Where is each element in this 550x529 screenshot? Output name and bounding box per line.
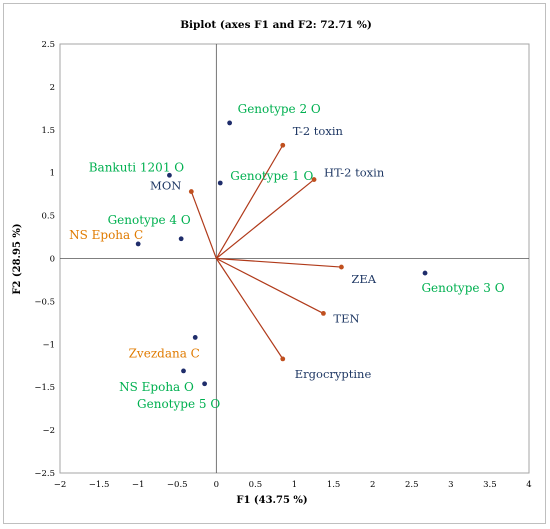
x-tick-label: −1.5 xyxy=(89,480,110,490)
observation-label: Zvezdana C xyxy=(129,346,200,360)
y-tick-label: −1.5 xyxy=(34,383,55,393)
y-tick-label: 1 xyxy=(50,169,55,179)
y-tick-label: −0.5 xyxy=(34,297,55,307)
variable-point xyxy=(321,311,326,316)
observation-label: NS Epoha O xyxy=(119,380,194,394)
variable-point xyxy=(280,356,286,362)
observation-label: Bankuti 1201 O xyxy=(89,160,185,174)
variable-vector xyxy=(216,257,342,268)
variable-point xyxy=(311,177,317,182)
observation-point xyxy=(227,120,233,126)
y-tick-label: 1.5 xyxy=(41,126,55,136)
x-tick-label: 2.5 xyxy=(405,480,419,490)
x-tick-label: 3.5 xyxy=(483,480,497,490)
variable-point xyxy=(339,264,344,270)
x-tick-label: 0 xyxy=(214,480,219,490)
variable-vector xyxy=(215,179,315,259)
variable-vector xyxy=(190,191,217,259)
variable-label: T-2 toxin xyxy=(293,124,344,138)
observation-point xyxy=(167,172,172,178)
chart-frame: Biplot (axes F1 and F2: 72.71 %) −2 −1.5 −… xyxy=(3,3,546,524)
x-tick-label: −0.5 xyxy=(167,480,188,490)
y-tick-label: 0 xyxy=(50,255,55,265)
variable-label: HT-2 toxin xyxy=(324,166,385,180)
x-tick-label: −1 xyxy=(132,480,145,490)
x-tick-label: 0.5 xyxy=(249,480,263,490)
x-axis-label: F1 (43.75 %) xyxy=(236,495,307,506)
x-tick-label: 2 xyxy=(370,480,375,490)
variable-point xyxy=(188,189,194,194)
observation-point xyxy=(202,381,208,387)
observation-label: Genotype 5 O xyxy=(137,397,220,411)
variable-label: MON xyxy=(150,179,181,193)
observation-point xyxy=(135,241,141,247)
chart-title: Biplot (axes F1 and F2: 72.71 %) xyxy=(180,19,372,31)
variable-vector xyxy=(215,144,284,259)
y-tick-label: 2.5 xyxy=(41,40,55,50)
observation-point xyxy=(217,180,223,186)
biplot-chart: Biplot (axes F1 and F2: 72.71 %) −2 −1.5 −… xyxy=(12,19,532,506)
observation-point xyxy=(181,368,186,374)
y-tick-label: 0.5 xyxy=(41,212,55,222)
y-tick-label: 2 xyxy=(50,83,55,93)
variable-label: TEN xyxy=(333,311,359,325)
y-tick-label: −2.5 xyxy=(34,469,55,479)
observation-label: Genotype 2 O xyxy=(238,102,321,116)
observation-point xyxy=(178,236,184,242)
variable-label: Ergocryptine xyxy=(295,367,372,381)
observation-label: Genotype 4 O xyxy=(108,213,191,227)
x-tick-label: 1 xyxy=(292,480,297,490)
observation-label: Genotype 3 O xyxy=(421,281,504,295)
x-tick-label: 3 xyxy=(448,480,453,490)
observation-point xyxy=(192,335,198,340)
x-tick-label: 1.5 xyxy=(327,480,341,490)
x-tick-label: 4 xyxy=(526,480,531,490)
variable-vector xyxy=(215,258,284,360)
variable-label: ZEA xyxy=(351,272,376,286)
variable-point xyxy=(280,142,286,148)
x-tick-label: −2 xyxy=(54,480,67,490)
observation-label: Genotype 1 O xyxy=(230,169,313,183)
observation-point xyxy=(422,270,428,276)
observation-label: NS Epoha C xyxy=(69,228,143,242)
variable-vector xyxy=(216,257,324,314)
y-tick-label: −2 xyxy=(42,426,55,436)
y-axis-label: F2 (28.95 %) xyxy=(12,223,23,294)
y-tick-label: −1 xyxy=(42,340,55,350)
